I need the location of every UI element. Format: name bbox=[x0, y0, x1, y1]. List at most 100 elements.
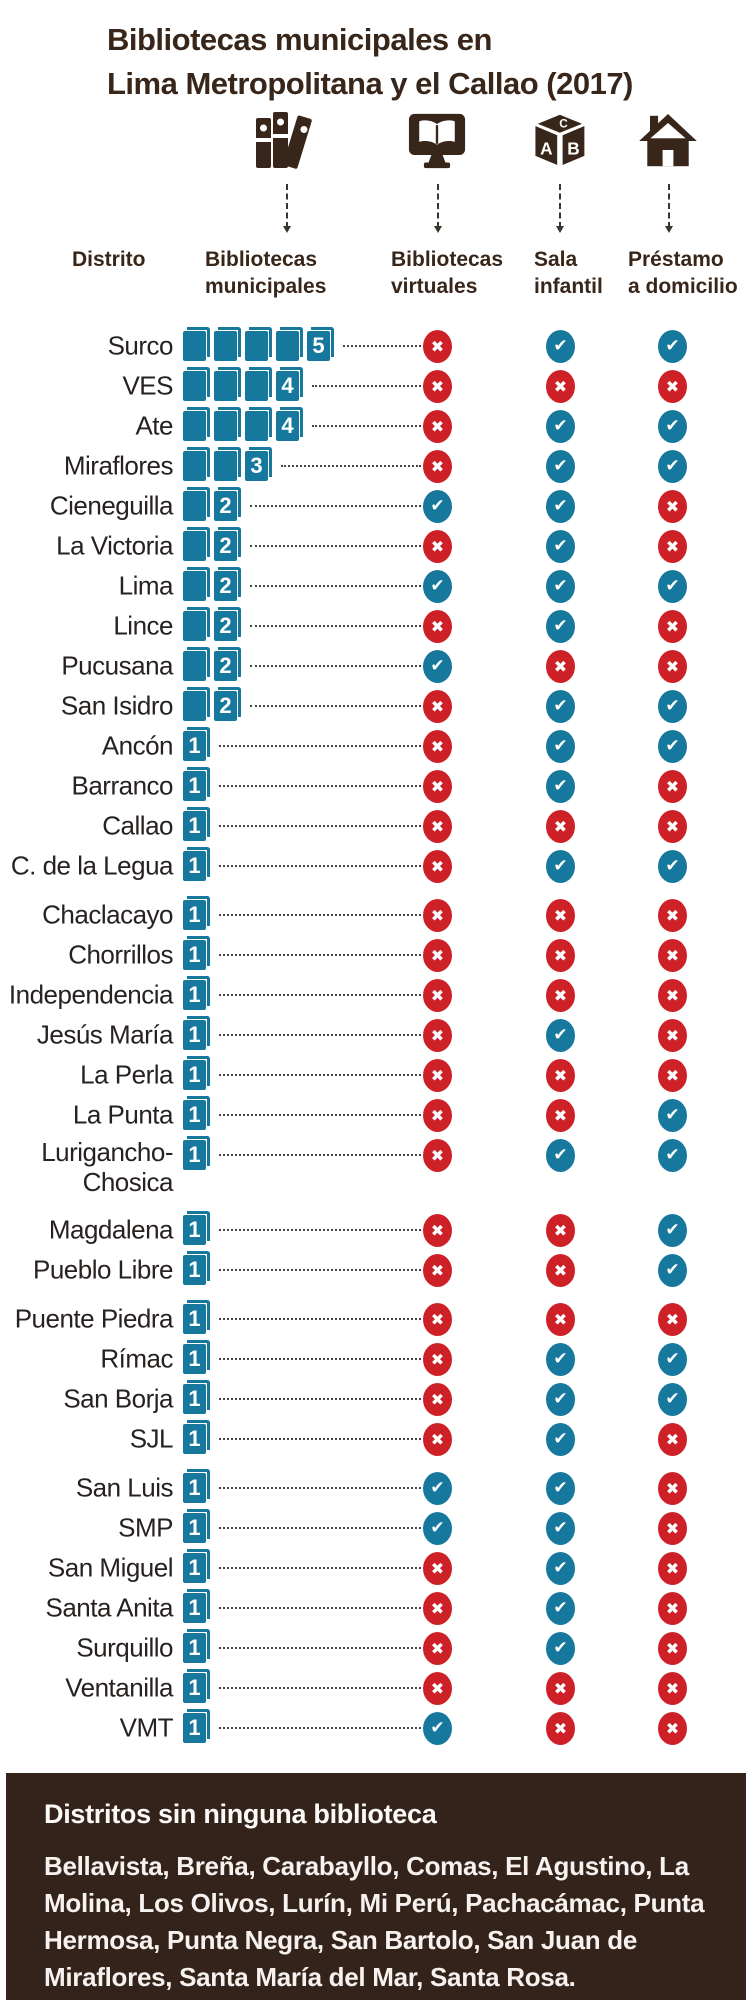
cross-icon: ✖ bbox=[423, 1059, 452, 1092]
column-header-domicilio: Préstamo a domicilio bbox=[628, 248, 738, 298]
cross-icon: ✖ bbox=[423, 939, 452, 972]
cross-icon: ✖ bbox=[546, 899, 575, 932]
check-icon: ✔ bbox=[423, 1472, 452, 1505]
check-icon: ✔ bbox=[546, 1423, 575, 1456]
cross-icon: ✖ bbox=[658, 939, 687, 972]
book-count-icon: 1 bbox=[183, 1096, 210, 1130]
cross-icon: ✖ bbox=[423, 530, 452, 563]
leader-line bbox=[219, 1727, 421, 1729]
cross-icon: ✖ bbox=[546, 370, 575, 403]
book-icon bbox=[214, 407, 241, 441]
district-label: Magdalena bbox=[48, 1214, 174, 1245]
leader-line bbox=[219, 1607, 421, 1609]
check-icon: ✔ bbox=[658, 1343, 687, 1376]
book-count-icon: 1 bbox=[183, 1136, 210, 1170]
district-label: Miraflores bbox=[63, 450, 174, 481]
leader-line bbox=[250, 625, 421, 627]
leader-line bbox=[219, 1318, 421, 1320]
arrow-domicilio bbox=[665, 184, 673, 233]
table-row: SMP 1 ✔ ✔ ✖ bbox=[0, 1508, 746, 1548]
cross-icon: ✖ bbox=[546, 1303, 575, 1336]
book-icon bbox=[183, 687, 210, 721]
cross-icon: ✖ bbox=[658, 610, 687, 643]
book-count-icon: 2 bbox=[214, 647, 241, 681]
table-row: Cieneguilla 2 ✔ ✔ ✖ bbox=[0, 486, 746, 526]
book-count-icon: 1 bbox=[183, 936, 210, 970]
district-label: San Luis bbox=[75, 1472, 174, 1503]
library-count-bar: 1 bbox=[183, 847, 214, 881]
check-icon: ✔ bbox=[546, 1383, 575, 1416]
book-count-icon: 1 bbox=[183, 1509, 210, 1543]
page-title-line2: Lima Metropolitana y el Callao (2017) bbox=[107, 66, 633, 101]
leader-line bbox=[219, 1487, 421, 1489]
check-icon: ✔ bbox=[546, 570, 575, 603]
book-count-icon: 5 bbox=[307, 327, 334, 361]
leader-line bbox=[250, 705, 421, 707]
monitor-book-icon bbox=[407, 112, 467, 175]
district-label: San Borja bbox=[63, 1383, 173, 1414]
cross-icon: ✖ bbox=[423, 1672, 452, 1705]
cross-icon: ✖ bbox=[546, 1672, 575, 1705]
check-icon: ✔ bbox=[546, 490, 575, 523]
book-count-icon: 1 bbox=[183, 1709, 210, 1743]
table-row: Lurigancho- Chosica 1 ✖ ✔ ✔ bbox=[0, 1135, 746, 1201]
check-icon: ✔ bbox=[546, 1552, 575, 1585]
check-icon: ✔ bbox=[658, 850, 687, 883]
cross-icon: ✖ bbox=[423, 1343, 452, 1376]
cross-icon: ✖ bbox=[658, 1303, 687, 1336]
library-count-bar: 1 bbox=[183, 976, 214, 1010]
book-icon bbox=[214, 327, 241, 361]
district-label: La Punta bbox=[72, 1099, 174, 1130]
library-count-bar: 1 bbox=[183, 1629, 214, 1663]
book-count-icon: 1 bbox=[183, 1469, 210, 1503]
leader-line bbox=[250, 665, 421, 667]
check-icon: ✔ bbox=[658, 1214, 687, 1247]
cross-icon: ✖ bbox=[423, 370, 452, 403]
library-count-bar: 1 bbox=[183, 767, 214, 801]
table-row: San Luis 1 ✔ ✔ ✖ bbox=[0, 1468, 746, 1508]
library-count-bar: 2 bbox=[183, 687, 245, 721]
cross-icon: ✖ bbox=[423, 1423, 452, 1456]
library-count-bar: 4 bbox=[183, 367, 307, 401]
district-label: Rímac bbox=[100, 1343, 173, 1374]
check-icon: ✔ bbox=[658, 730, 687, 763]
table-row: Ancón 1 ✖ ✔ ✔ bbox=[0, 726, 746, 766]
check-icon: ✔ bbox=[658, 1254, 687, 1287]
district-label: VES bbox=[122, 370, 173, 401]
svg-text:A: A bbox=[540, 139, 552, 159]
cross-icon: ✖ bbox=[658, 1632, 687, 1665]
cross-icon: ✖ bbox=[658, 1552, 687, 1585]
cross-icon: ✖ bbox=[658, 490, 687, 523]
book-count-icon: 4 bbox=[276, 367, 303, 401]
cross-icon: ✖ bbox=[658, 1512, 687, 1545]
library-count-bar: 5 bbox=[183, 327, 338, 361]
book-icon bbox=[183, 367, 210, 401]
district-label: La Victoria bbox=[56, 530, 173, 561]
cross-icon: ✖ bbox=[658, 1592, 687, 1625]
district-label: SJL bbox=[129, 1423, 174, 1454]
district-label: VMT bbox=[119, 1712, 174, 1743]
leader-line bbox=[219, 825, 421, 827]
leader-line bbox=[219, 1154, 421, 1156]
district-label: Surquillo bbox=[76, 1632, 173, 1663]
district-label: Puente Piedra bbox=[14, 1303, 174, 1334]
check-icon: ✔ bbox=[546, 610, 575, 643]
leader-line bbox=[219, 1647, 421, 1649]
check-icon: ✔ bbox=[546, 330, 575, 363]
check-icon: ✔ bbox=[546, 530, 575, 563]
book-count-icon: 1 bbox=[183, 1380, 210, 1414]
district-label: Pucusana bbox=[61, 650, 173, 681]
leader-line bbox=[219, 1527, 421, 1529]
table-row: Pucusana 2 ✔ ✖ ✖ bbox=[0, 646, 746, 686]
district-label: Chorrillos bbox=[68, 939, 173, 970]
arrow-municipales bbox=[283, 184, 291, 233]
district-label: Ate bbox=[135, 410, 173, 441]
check-icon: ✔ bbox=[546, 1343, 575, 1376]
cross-icon: ✖ bbox=[423, 1139, 452, 1172]
district-label: Ancón bbox=[101, 730, 174, 761]
table-row: Santa Anita 1 ✖ ✔ ✖ bbox=[0, 1588, 746, 1628]
arrow-virtuales bbox=[434, 184, 442, 233]
district-label: Pueblo Libre bbox=[33, 1254, 174, 1285]
district-label: Independencia bbox=[8, 979, 174, 1010]
check-icon: ✔ bbox=[423, 1712, 452, 1745]
